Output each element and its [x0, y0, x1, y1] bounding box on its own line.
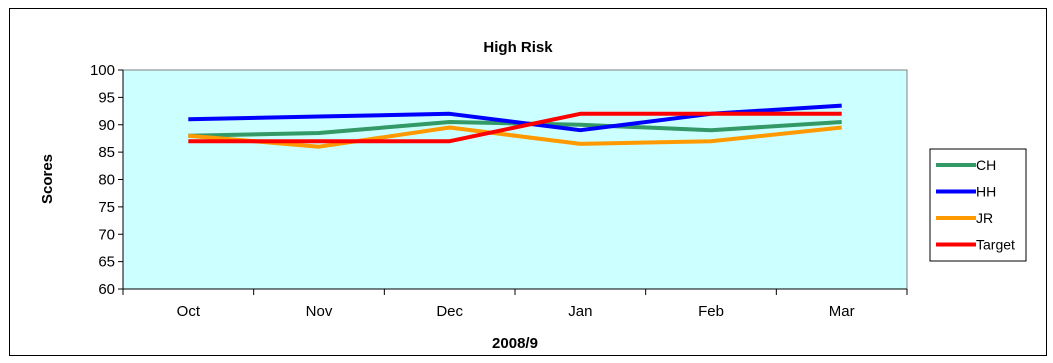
legend-label: Target [976, 237, 1015, 253]
x-axis-label: 2008/9 [492, 335, 538, 352]
chart-title: High Risk [483, 39, 553, 56]
axes: 60 65 70 75 80 85 90 95 100 Oct Nov Dec Jan Feb Mar [90, 62, 908, 320]
y-tick-label: 75 [98, 199, 115, 216]
y-tick-label: 95 [98, 89, 115, 106]
y-tick-label: 65 [98, 254, 115, 271]
legend-label: HH [976, 184, 996, 200]
series-line-target [188, 111, 842, 144]
legend-label: JR [976, 210, 993, 226]
y-tick-label: 60 [98, 281, 115, 298]
chart-frame: High Risk 60 65 70 75 80 85 90 95 100 Oct Nov Dec Ja… [9, 8, 1047, 356]
series-line-jr [188, 125, 842, 149]
x-tick-label: Dec [436, 303, 463, 320]
plot-area [122, 69, 908, 290]
y-tick-label: 90 [98, 117, 115, 134]
legend-box [929, 148, 1027, 262]
x-tick-label: Nov [306, 303, 333, 320]
legend: CH HH JR Target [929, 148, 1027, 262]
legend-label: CH [976, 157, 996, 173]
line-chart: High Risk 60 65 70 75 80 85 90 95 100 Oct Nov Dec Ja… [39, 39, 1027, 352]
y-axis-label: Scores [39, 154, 56, 204]
y-tick-label: 80 [98, 172, 115, 189]
series-layer [188, 103, 842, 149]
x-tick-label: Jan [568, 303, 592, 320]
y-tick-label: 70 [98, 226, 115, 243]
x-tick-label: Oct [177, 303, 201, 320]
x-tick-label: Feb [698, 303, 724, 320]
y-tick-label: 100 [90, 62, 115, 79]
x-tick-label: Mar [829, 303, 855, 320]
y-tick-label: 85 [98, 144, 115, 161]
